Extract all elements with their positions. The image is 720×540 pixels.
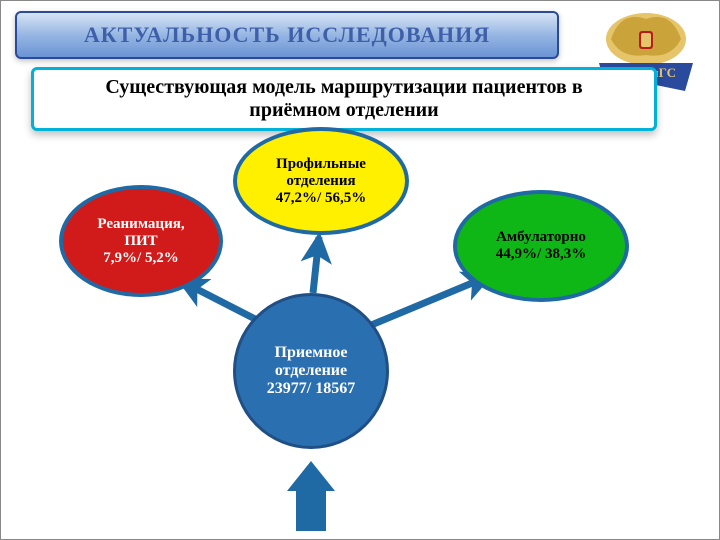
node-center: Приемноеотделение23977/ 18567 — [233, 293, 389, 449]
node-center-line: Приемное — [275, 344, 348, 362]
node-green-line: Амбулаторно — [496, 229, 586, 246]
node-red: Реанимация,ПИТ7,9%/ 5,2% — [59, 185, 223, 297]
node-red-line: Реанимация, — [97, 216, 184, 233]
subtitle-line1: Существующая модель маршрутизации пациен… — [105, 76, 582, 98]
title-banner: АКТУАЛЬНОСТЬ ИССЛЕДОВАНИЯ — [15, 11, 559, 59]
routing-diagram: Приемноеотделение23977/ 18567Реанимация,… — [1, 131, 720, 540]
node-yellow-line: 47,2%/ 56,5% — [276, 190, 366, 207]
slide: АКТУАЛЬНОСТЬ ИССЛЕДОВАНИЯ РАНХиГС Сущест… — [0, 0, 720, 540]
node-red-line: ПИТ — [124, 233, 157, 250]
entry-arrow — [287, 461, 335, 531]
node-green-line: 44,9%/ 38,3% — [496, 246, 586, 263]
node-center-line: 23977/ 18567 — [267, 380, 355, 398]
edge-arrow — [369, 276, 489, 326]
node-yellow-line: Профильные — [276, 156, 366, 173]
subtitle-line2: приёмном отделении — [249, 99, 438, 121]
subtitle-box: Существующая модель маршрутизации пациен… — [31, 67, 657, 131]
node-red-line: 7,9%/ 5,2% — [103, 250, 178, 267]
title-text: АКТУАЛЬНОСТЬ ИССЛЕДОВАНИЯ — [84, 22, 490, 48]
edge-arrow — [313, 237, 319, 293]
node-center-line: отделение — [275, 362, 347, 380]
node-green: Амбулаторно44,9%/ 38,3% — [453, 190, 629, 302]
node-yellow: Профильныеотделения47,2%/ 56,5% — [233, 127, 409, 235]
eagle-icon — [606, 13, 686, 65]
edge-arrow — [181, 281, 259, 321]
node-yellow-line: отделения — [286, 173, 355, 190]
